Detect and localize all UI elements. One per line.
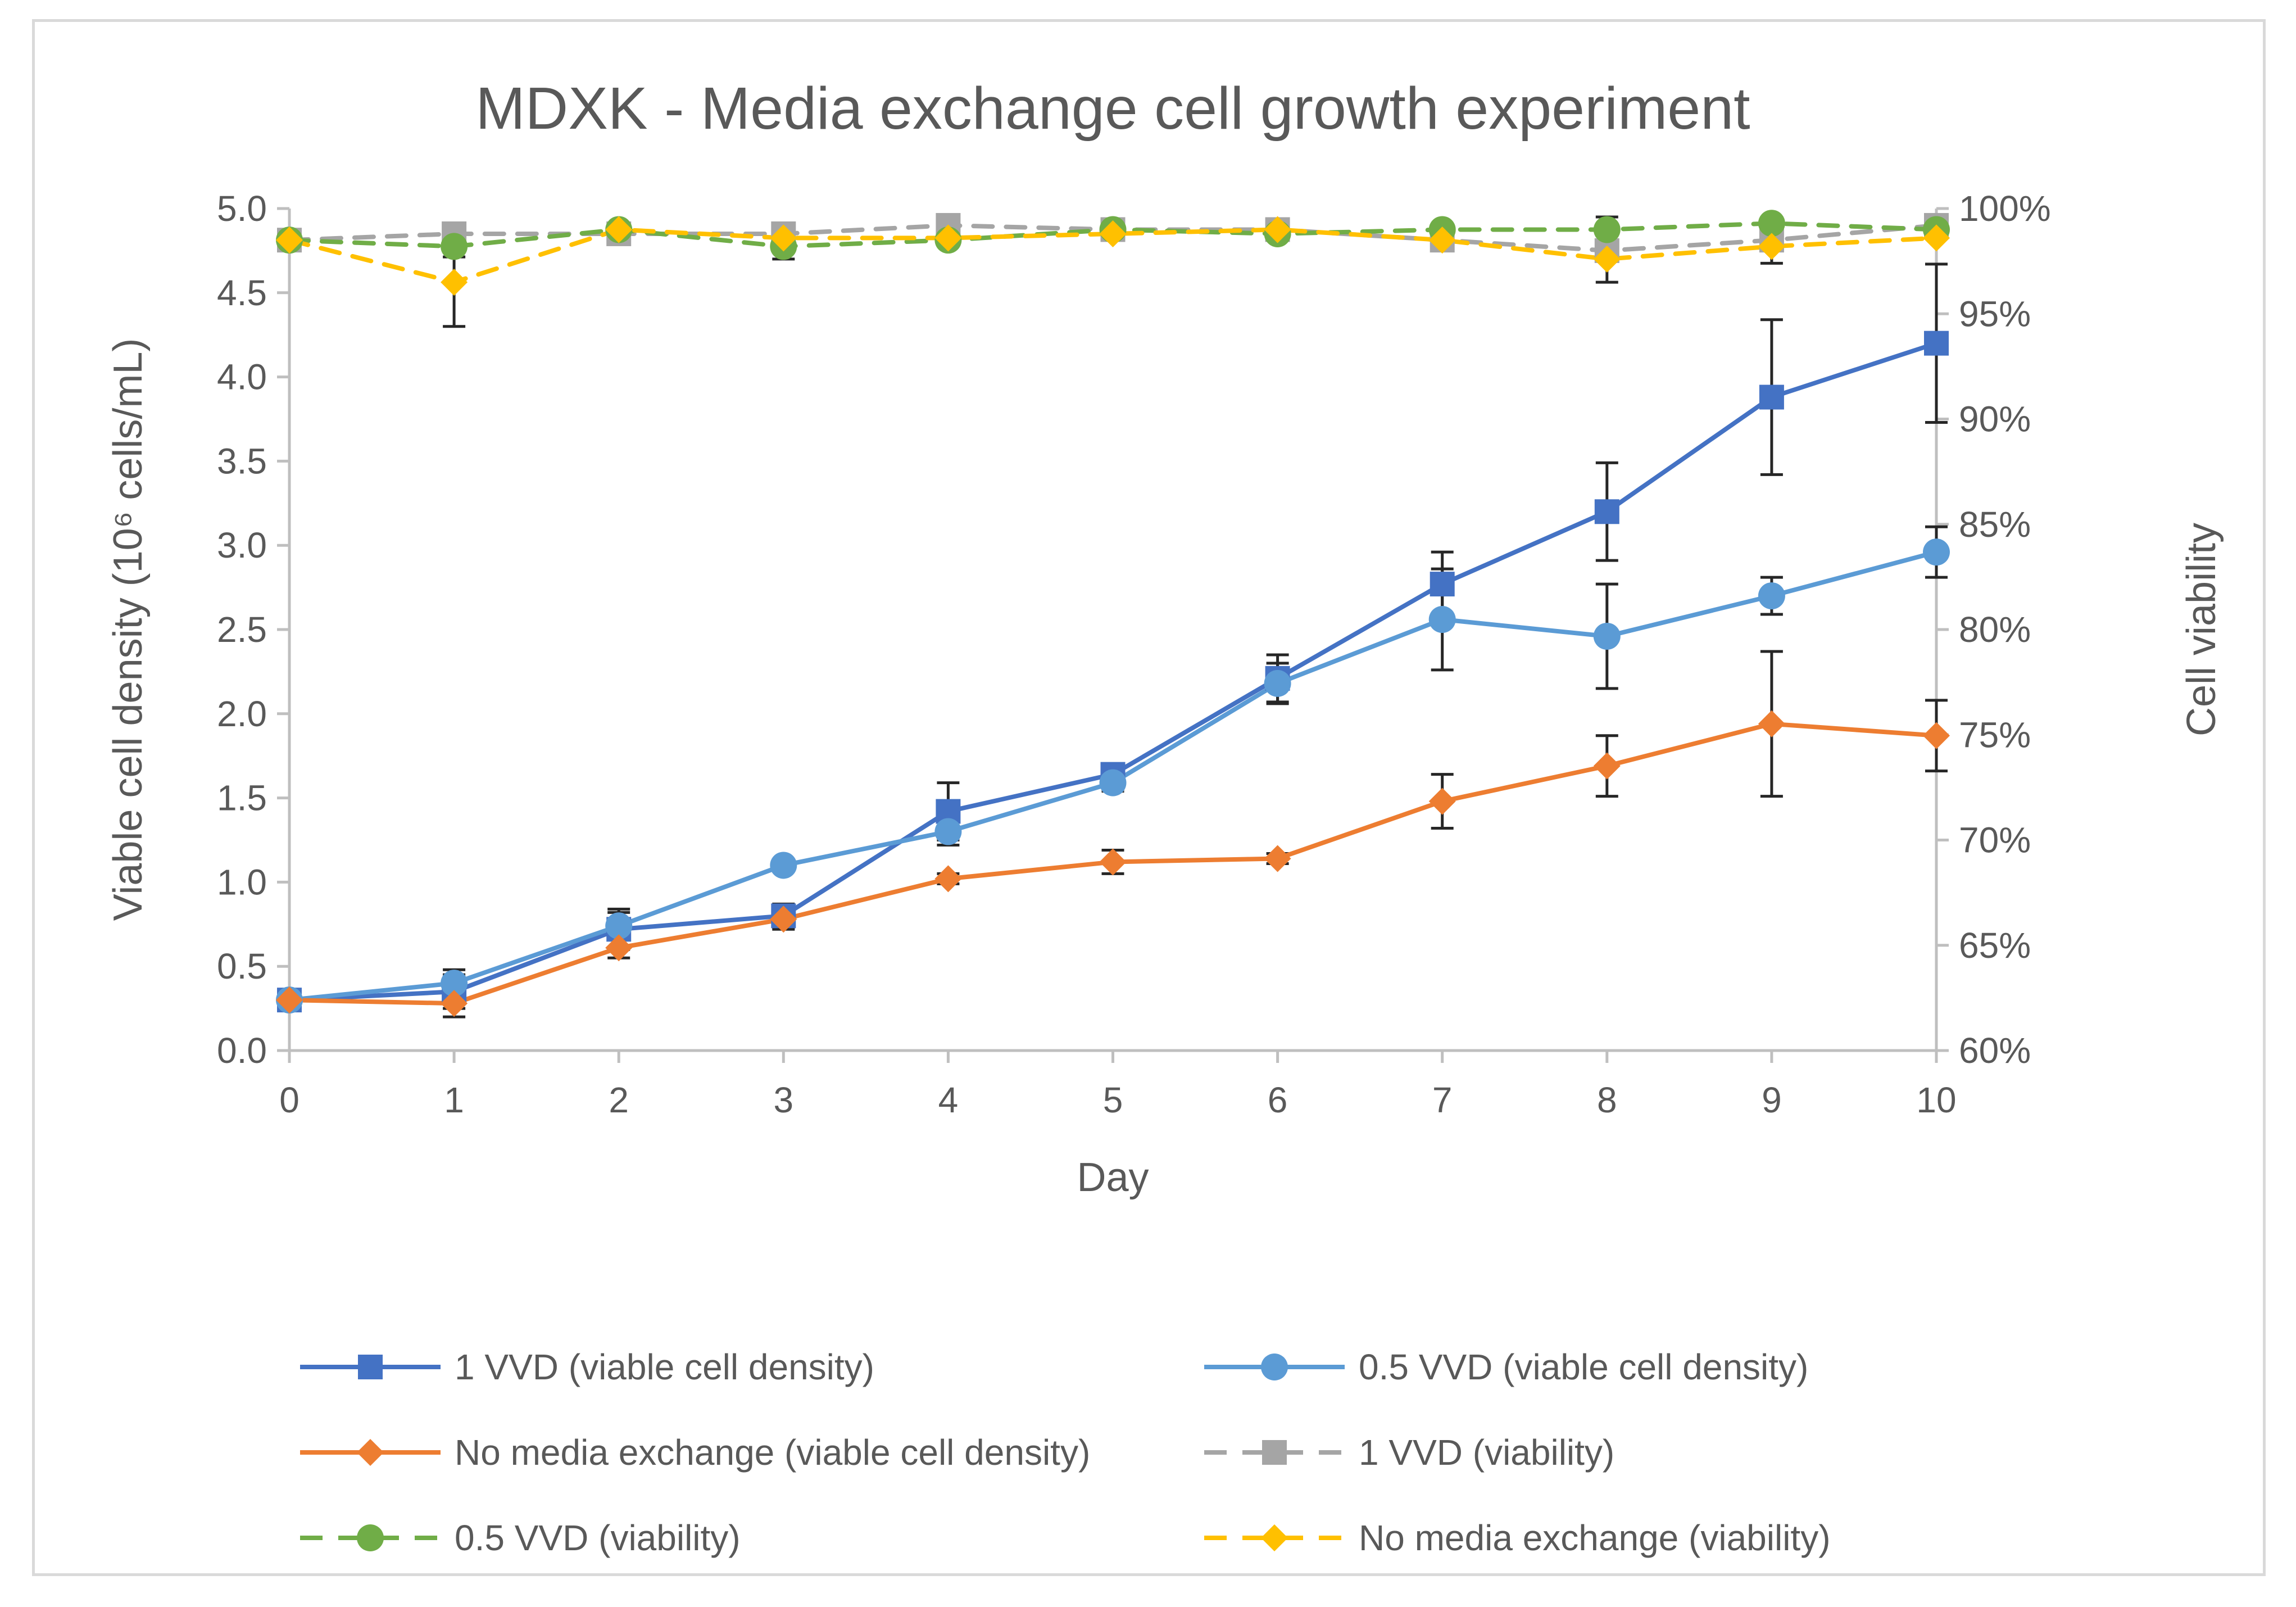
series-5-point [441, 269, 468, 296]
y-right-tick-label: 90% [1959, 399, 2031, 440]
series-0-point [1759, 384, 1784, 410]
series-1-point [934, 818, 962, 845]
x-tick-label: 8 [1597, 1080, 1617, 1120]
y-left-tick-label: 5.0 [217, 188, 267, 229]
x-tick-label: 5 [1103, 1080, 1123, 1120]
legend-item-0-label: 1 VVD (viable cell density) [455, 1347, 874, 1387]
x-tick-label: 10 [1916, 1080, 1956, 1120]
legend-item-2-label: No media exchange (viable cell density) [455, 1432, 1090, 1473]
series-1-point [1099, 769, 1127, 796]
x-tick-label: 9 [1762, 1080, 1782, 1120]
legend-item-1-marker [1261, 1353, 1288, 1380]
legend-item-0-marker [358, 1355, 383, 1379]
x-axis-title: Day [1077, 1155, 1149, 1200]
y-right-tick-label: 65% [1959, 925, 2031, 966]
y-left-tick-label: 3.5 [217, 441, 267, 481]
series-2-point [441, 990, 468, 1017]
y-right-tick-label: 95% [1959, 293, 2031, 334]
series-2-point [276, 986, 303, 1014]
series-1-point [1264, 669, 1291, 697]
series-5-point [1428, 227, 1456, 254]
series-0-point [1924, 331, 1949, 356]
series-2-point [1428, 787, 1456, 815]
chart-frame: MDXK - Media exchange cell growth experi… [32, 19, 2266, 1576]
series-1-point [770, 852, 797, 879]
legend-item-5-marker [1261, 1524, 1288, 1551]
series-1-point [1923, 538, 1950, 566]
chart-svg: MDXK - Media exchange cell growth experi… [106, 75, 2224, 1558]
x-tick-label: 3 [774, 1080, 794, 1120]
series-5-point [1264, 216, 1291, 243]
legend-item-4-marker [357, 1524, 384, 1551]
x-tick-label: 6 [1268, 1080, 1288, 1120]
legend-item-3-marker [1262, 1440, 1287, 1465]
series-4-point [1758, 210, 1785, 237]
series-2-point [770, 906, 797, 933]
series-4-point [1593, 216, 1621, 243]
y-right-tick-label: 100% [1959, 188, 2051, 229]
series-5-point [1758, 233, 1785, 260]
x-tick-label: 4 [938, 1080, 959, 1120]
series-1-point [1593, 622, 1621, 650]
y-left-tick-label: 0.0 [217, 1030, 267, 1071]
series-1-point [1428, 606, 1456, 633]
y-left-tick-label: 0.5 [217, 946, 267, 986]
legend-item-2-marker [357, 1439, 384, 1466]
chart-title: MDXK - Media exchange cell growth experi… [475, 75, 1750, 142]
y-left-tick-label: 3.0 [217, 525, 267, 565]
series-5-point [1593, 245, 1621, 273]
series-0-point [1594, 499, 1619, 524]
y-left-tick-label: 4.0 [217, 357, 267, 397]
series-5-point [934, 224, 962, 252]
series-2-point [605, 934, 633, 962]
y-left-tick-label: 1.5 [217, 778, 267, 818]
y-axis-left-title: Viable cell density (10⁶ cells/mL) [106, 338, 151, 921]
y-axis-right-title: Cell viability [2179, 523, 2224, 736]
y-right-tick-label: 75% [1959, 714, 2031, 755]
legend-item-3-label: 1 VVD (viability) [1359, 1432, 1614, 1473]
series-4-point [441, 233, 468, 260]
x-tick-label: 7 [1432, 1080, 1453, 1120]
series-2-point [934, 865, 962, 893]
series-1-point [1758, 582, 1785, 610]
series-2-point [1593, 752, 1621, 780]
series-1-point [441, 970, 468, 997]
y-right-tick-label: 80% [1959, 609, 2031, 650]
series-0-line [287, 341, 1939, 1003]
legend-item-1-label: 0.5 VVD (viable cell density) [1359, 1347, 1808, 1387]
series-5-point [276, 227, 303, 254]
x-tick-label: 2 [609, 1080, 629, 1120]
series-2-point [1264, 845, 1291, 872]
y-left-tick-label: 2.0 [217, 694, 267, 734]
series-5-point [770, 224, 797, 252]
series-1-point [605, 912, 633, 940]
series-5-point [605, 216, 633, 243]
y-right-tick-label: 85% [1959, 504, 2031, 545]
x-tick-label: 1 [444, 1080, 464, 1120]
y-left-tick-label: 4.5 [217, 273, 267, 313]
series-0-point [1430, 572, 1455, 597]
series-2-point [1758, 710, 1785, 737]
y-right-tick-label: 60% [1959, 1030, 2031, 1071]
legend-item-4-label: 0.5 VVD (viability) [455, 1518, 741, 1558]
y-right-tick-label: 70% [1959, 820, 2031, 861]
series-5-point [1099, 220, 1127, 247]
series-5-point [1923, 224, 1950, 252]
series-5-line [287, 227, 1939, 285]
series-2-point [1099, 848, 1127, 876]
y-left-tick-label: 2.5 [217, 609, 267, 650]
x-tick-label: 0 [279, 1080, 300, 1120]
y-left-tick-label: 1.0 [217, 862, 267, 902]
legend-item-5-label: No media exchange (viability) [1359, 1518, 1831, 1558]
series-2-point [1923, 722, 1950, 749]
